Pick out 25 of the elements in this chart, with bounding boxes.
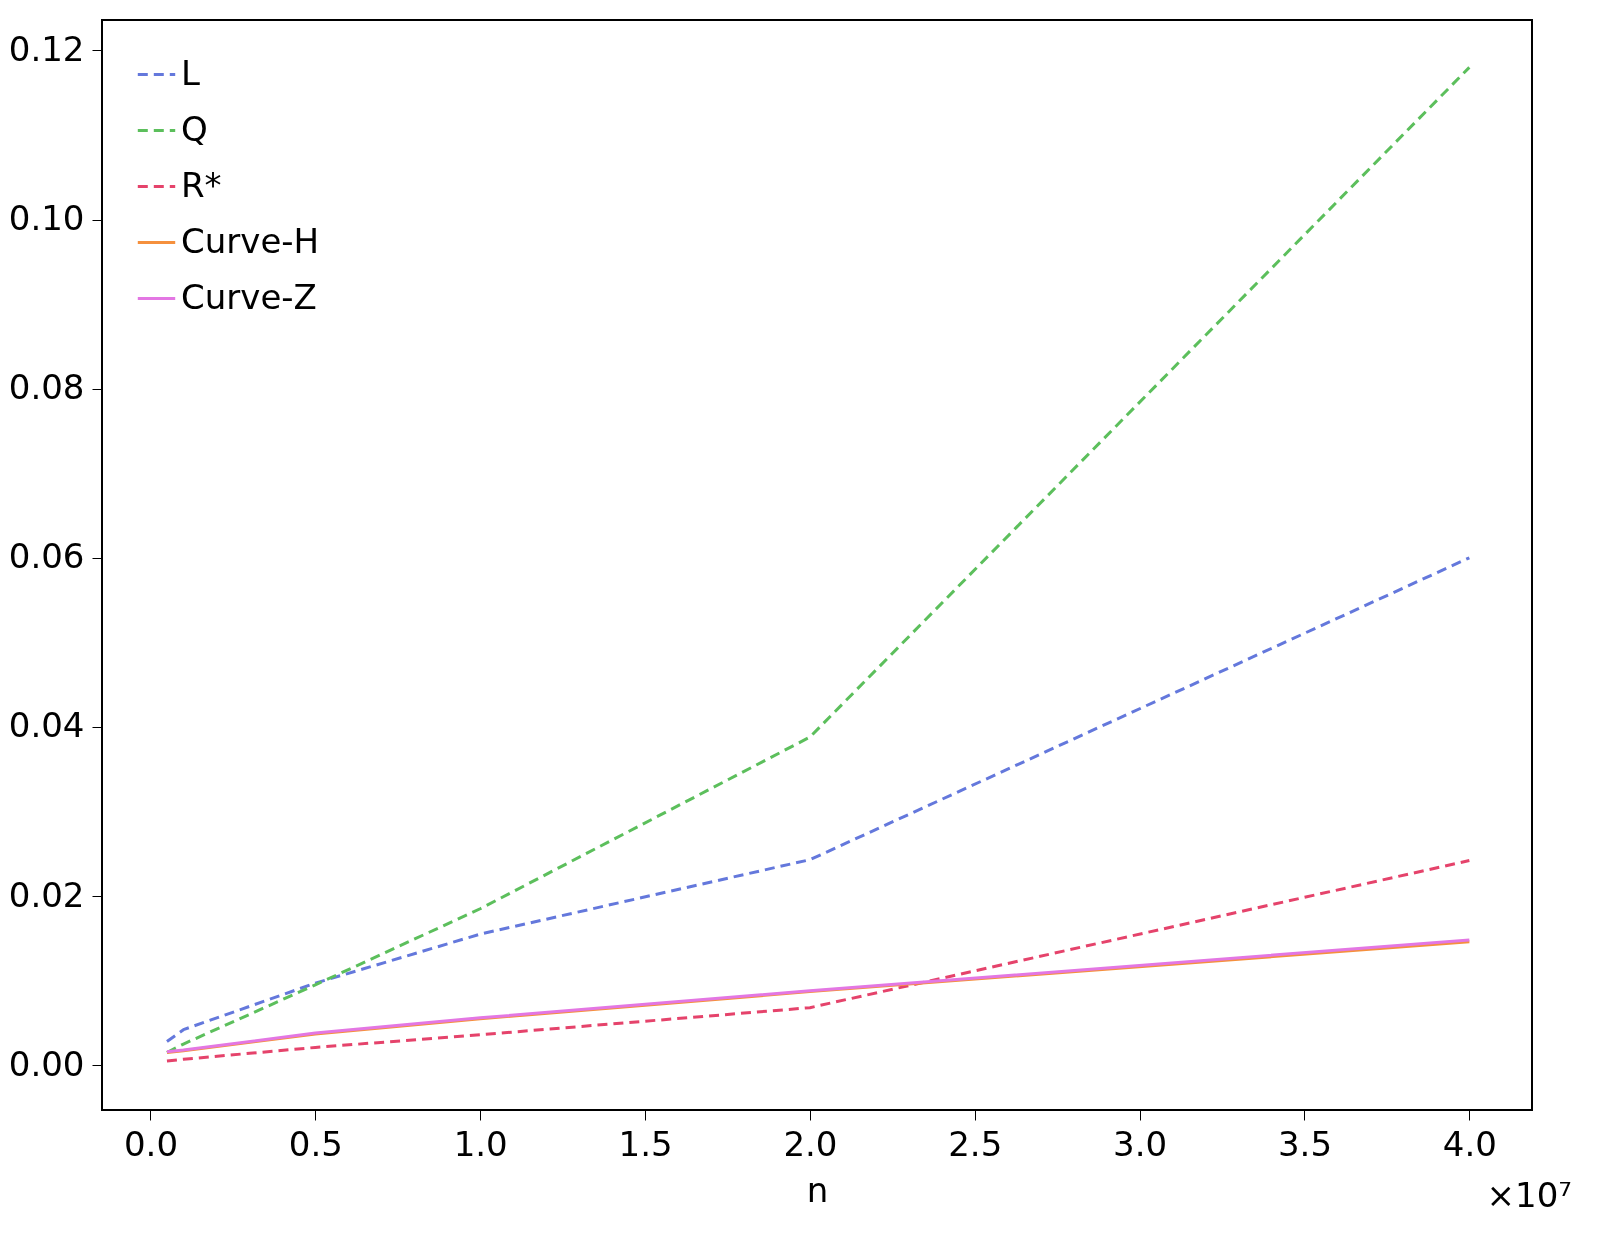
- y-tick-label: 0.06: [8, 536, 85, 577]
- x-tick-label: 4.0: [1442, 1123, 1497, 1164]
- y-tick-label: 0.04: [8, 705, 85, 746]
- y-tick-label: 0.08: [8, 367, 85, 408]
- x-tick-label: 2.0: [783, 1123, 838, 1164]
- y-tick-label: 0.02: [8, 874, 85, 915]
- x-tick-label: 1.5: [618, 1123, 673, 1164]
- line-series: [165, 859, 1471, 1063]
- x-tick-label: 2.5: [948, 1123, 1003, 1164]
- legend-label: R*: [181, 164, 222, 205]
- legend-label: Q: [181, 108, 208, 149]
- x-tick-label: 0.5: [288, 1123, 343, 1164]
- legend-label: L: [181, 52, 200, 93]
- x-tick-label: 3.0: [1113, 1123, 1168, 1164]
- line-series: [165, 556, 1471, 1044]
- legend-label: Curve-Z: [181, 276, 317, 317]
- x-tick-label: 0.0: [123, 1123, 179, 1164]
- x-tick-label: 1.0: [453, 1123, 508, 1164]
- y-tick-label: 0.10: [8, 198, 85, 239]
- x-tick-label: 3.5: [1277, 1123, 1333, 1164]
- x-axis-title: n: [806, 1169, 829, 1210]
- y-tick-label: 0.12: [8, 28, 85, 69]
- y-tick-label: 0.00: [8, 1043, 85, 1084]
- text: ×10⁷: [1486, 1175, 1572, 1215]
- legend-label: Curve-H: [181, 220, 320, 261]
